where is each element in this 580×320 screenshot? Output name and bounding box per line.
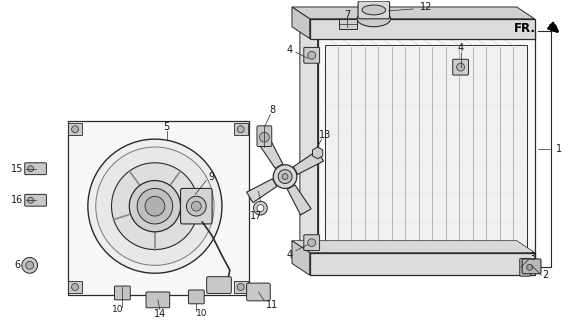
Circle shape	[308, 52, 316, 59]
Text: 10: 10	[195, 309, 207, 318]
Circle shape	[28, 166, 34, 172]
Text: 4: 4	[287, 45, 293, 55]
Polygon shape	[318, 31, 535, 267]
FancyBboxPatch shape	[304, 47, 320, 63]
Bar	[234, 123, 248, 135]
Polygon shape	[293, 150, 324, 174]
FancyBboxPatch shape	[180, 188, 212, 224]
Circle shape	[257, 205, 264, 212]
Polygon shape	[310, 252, 535, 275]
Polygon shape	[310, 19, 535, 38]
Circle shape	[137, 188, 173, 224]
Circle shape	[253, 201, 267, 215]
Circle shape	[71, 126, 78, 133]
Polygon shape	[292, 7, 535, 19]
Text: 5: 5	[164, 122, 170, 132]
Circle shape	[259, 132, 269, 142]
Circle shape	[282, 174, 288, 180]
Text: 11: 11	[266, 300, 278, 310]
Text: 9: 9	[208, 172, 214, 181]
Circle shape	[145, 196, 165, 216]
Text: 4: 4	[458, 44, 463, 53]
Text: 10: 10	[112, 305, 123, 314]
Polygon shape	[292, 241, 310, 275]
Circle shape	[22, 258, 38, 273]
Ellipse shape	[357, 11, 390, 27]
Polygon shape	[292, 241, 535, 252]
FancyBboxPatch shape	[114, 286, 130, 300]
FancyBboxPatch shape	[146, 292, 170, 308]
Bar	[68, 281, 82, 293]
Text: 6: 6	[14, 260, 21, 270]
FancyBboxPatch shape	[246, 283, 270, 301]
Text: 3: 3	[530, 252, 536, 262]
Text: 17: 17	[251, 211, 263, 221]
FancyBboxPatch shape	[188, 290, 204, 304]
Text: 4: 4	[287, 251, 293, 260]
Text: 12: 12	[420, 2, 432, 12]
Text: 13: 13	[320, 130, 332, 140]
Circle shape	[96, 147, 214, 265]
FancyBboxPatch shape	[522, 259, 541, 274]
Polygon shape	[300, 19, 318, 267]
FancyBboxPatch shape	[520, 259, 531, 276]
Text: 15: 15	[10, 164, 23, 174]
Circle shape	[456, 63, 465, 71]
Circle shape	[26, 261, 34, 269]
FancyBboxPatch shape	[257, 126, 272, 147]
Bar	[234, 281, 248, 293]
Circle shape	[237, 284, 244, 291]
Circle shape	[129, 180, 180, 232]
Polygon shape	[300, 19, 535, 31]
FancyBboxPatch shape	[304, 235, 320, 251]
Circle shape	[273, 165, 297, 188]
Circle shape	[186, 196, 206, 216]
Text: 16: 16	[11, 195, 23, 205]
Polygon shape	[325, 45, 527, 252]
Text: 14: 14	[154, 309, 166, 319]
Polygon shape	[259, 138, 283, 168]
Circle shape	[111, 163, 198, 250]
Polygon shape	[339, 19, 357, 29]
Circle shape	[237, 126, 244, 133]
FancyBboxPatch shape	[25, 194, 46, 206]
Circle shape	[28, 197, 34, 203]
FancyBboxPatch shape	[453, 59, 469, 75]
Polygon shape	[246, 179, 277, 203]
Polygon shape	[287, 185, 311, 215]
Ellipse shape	[362, 5, 386, 15]
Text: 2: 2	[542, 270, 549, 280]
Circle shape	[191, 201, 201, 211]
Circle shape	[71, 284, 78, 291]
FancyBboxPatch shape	[25, 163, 46, 175]
Polygon shape	[292, 7, 310, 38]
Text: 8: 8	[269, 105, 276, 115]
Circle shape	[308, 239, 316, 247]
Bar	[68, 123, 82, 135]
Circle shape	[278, 170, 292, 183]
FancyBboxPatch shape	[358, 1, 390, 19]
Circle shape	[527, 264, 532, 270]
Circle shape	[88, 139, 222, 273]
Text: 1: 1	[556, 144, 562, 154]
Text: 7: 7	[344, 10, 350, 20]
Polygon shape	[68, 121, 249, 295]
Text: FR.: FR.	[514, 22, 536, 35]
FancyBboxPatch shape	[206, 277, 231, 293]
